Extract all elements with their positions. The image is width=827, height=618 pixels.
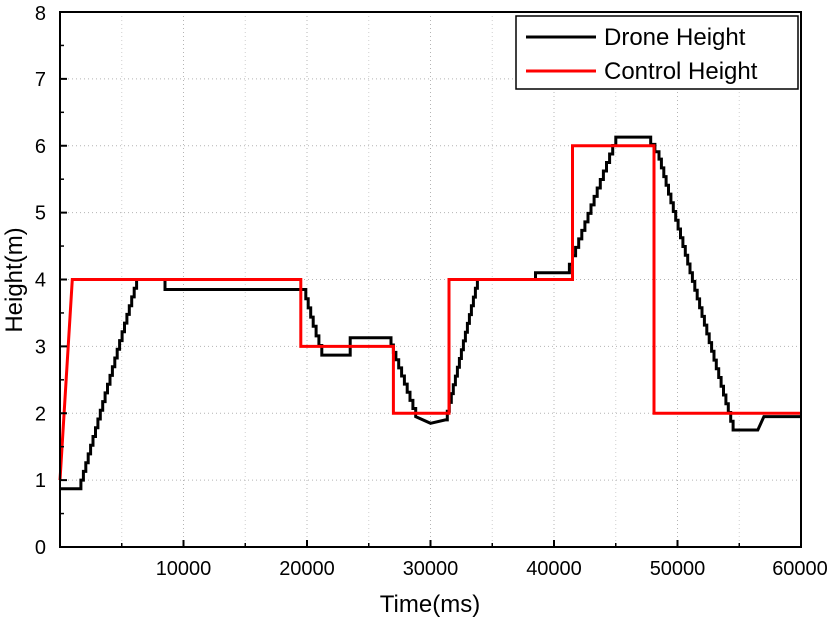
series-line-control-height: [58, 144, 801, 481]
x-tick-label: 40000: [526, 558, 582, 580]
y-axis-title: Height(m): [1, 227, 28, 332]
x-tick-label: 50000: [650, 558, 706, 580]
x-tick-label: 10000: [156, 558, 212, 580]
y-tick-label: 1: [35, 470, 46, 492]
series-line-drone-height: [60, 135, 801, 491]
legend-label-drone-height: Drone Height: [604, 24, 746, 51]
y-tick-label: 0: [35, 537, 46, 559]
y-tick-label: 8: [35, 3, 46, 25]
x-tick-label: 20000: [279, 558, 335, 580]
axis-ticks: 10000 20000 30000 40000 50000 60000 0 1 2 3 4 5 6 7 8: [35, 3, 827, 580]
legend: Drone Height Control Height: [515, 15, 799, 90]
legend-box: [515, 15, 799, 90]
legend-label-control-height: Control Height: [604, 58, 758, 85]
y-tick-label: 4: [35, 270, 46, 292]
x-tick-label: 30000: [403, 558, 459, 580]
x-tick-label: 60000: [772, 558, 827, 580]
y-tick-label: 7: [35, 69, 46, 91]
series-lines: [58, 135, 801, 491]
y-tick-label: 6: [35, 136, 46, 158]
y-tick-label: 2: [35, 403, 46, 425]
y-tick-label: 5: [35, 203, 46, 225]
y-tick-label: 3: [35, 336, 46, 358]
x-axis-title: Time(ms): [380, 591, 480, 618]
